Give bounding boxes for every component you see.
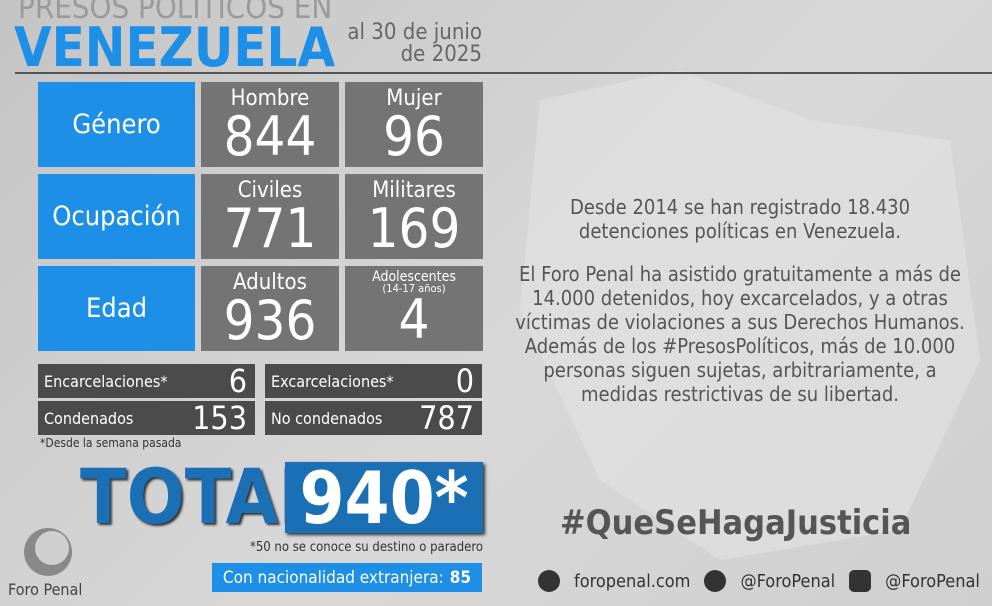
stat-label: Mujer <box>386 86 442 111</box>
footer: foropenal.com @ForoPenal @ForoPenal <box>538 570 980 592</box>
row-label: Género <box>38 82 195 167</box>
stat-value: 844 <box>223 105 317 168</box>
map-bg <box>520 70 980 560</box>
paragraph: El Foro Penal ha asistido gratuitamente … <box>515 262 965 406</box>
stat-cell: Civiles 771 <box>201 174 339 259</box>
logo-icon <box>24 528 72 576</box>
paragraph: Desde 2014 se han registrado 18.430 dete… <box>569 195 911 243</box>
instagram-icon <box>849 570 872 592</box>
stat-value: 771 <box>223 197 317 260</box>
change-value: 787 <box>419 399 474 437</box>
website[interactable]: foropenal.com <box>574 570 691 592</box>
foreign-bar: Con nacionalidad extranjera: 85 <box>212 563 482 592</box>
stat-cell: Adultos 936 <box>201 266 339 351</box>
web-icon <box>538 570 560 592</box>
change-value: 0 <box>455 362 474 400</box>
stat-value: 936 <box>223 289 317 352</box>
stat-label: Adolescentes <box>372 269 456 285</box>
stat-cell: Adolescentes (14-17 años) 4 <box>345 266 483 351</box>
twitter[interactable]: @ForoPenal <box>740 570 836 592</box>
change-label: No condenados <box>271 408 383 428</box>
date-line: de 2025 <box>400 42 482 67</box>
stat-cell: Mujer 96 <box>345 82 483 167</box>
changes-note: *Desde la semana pasada <box>40 436 182 450</box>
change-box: Encarcelaciones* 6 <box>38 362 255 400</box>
stat-label: Militares <box>372 178 456 203</box>
stat-label: Hombre <box>230 86 310 111</box>
stat-label: Civiles <box>237 178 303 203</box>
change-label: Excarcelaciones* <box>271 371 394 391</box>
date: al 30 de junio de 2025 <box>330 22 482 66</box>
title-main: VENEZUELA <box>14 16 336 79</box>
foreign-label: Con nacionalidad extranjera: <box>222 567 444 588</box>
stat-cell: Militares 169 <box>345 174 483 259</box>
change-value: 153 <box>192 399 247 437</box>
change-label: Condenados <box>44 408 134 428</box>
change-label: Encarcelaciones* <box>44 371 168 391</box>
hashtag: #QueSeHagaJusticia <box>560 503 912 543</box>
row-label: Ocupación <box>38 174 195 259</box>
header-rule <box>15 72 992 74</box>
total-label: TOTAL <box>80 452 322 541</box>
total-value: 940* <box>285 456 483 540</box>
change-box: Excarcelaciones* 0 <box>265 362 482 400</box>
change-value: 6 <box>228 362 247 400</box>
stat-sublabel: (14-17 años) <box>382 282 446 295</box>
instagram[interactable]: @ForoPenal <box>885 570 980 592</box>
logo-text: Foro Penal <box>8 580 83 599</box>
change-box: Condenados 153 <box>38 399 255 437</box>
date-line: al 30 de junio <box>347 20 482 45</box>
stat-value: 4 <box>398 288 430 351</box>
stat-cell: Hombre 844 <box>201 82 339 167</box>
stat-value: 169 <box>367 197 461 260</box>
row-label: Edad <box>38 266 195 351</box>
stat-value: 96 <box>383 105 445 168</box>
stat-label: Adultos <box>233 270 307 295</box>
twitter-icon <box>704 570 727 592</box>
change-box: No condenados 787 <box>265 399 482 437</box>
foreign-value: 85 <box>449 567 472 588</box>
title-top: PRESOS POLÍTICOS EN <box>18 0 333 26</box>
total-note: *50 no se conoce su destino o paradero <box>249 540 483 555</box>
